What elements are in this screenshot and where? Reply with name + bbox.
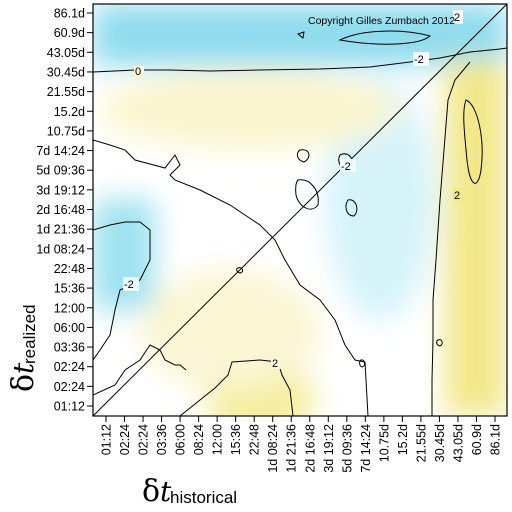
y-tick-label: 7d 14:24: [36, 144, 85, 158]
x-tick-label: 7d 14:24: [359, 424, 373, 473]
contour-mid-small-1: [296, 149, 310, 163]
contour-right-vertical: [431, 61, 471, 416]
color-field: [93, 4, 507, 416]
svg-text:t: t: [7, 362, 40, 374]
y-tick-label: 02:24: [54, 360, 85, 374]
contour-labels: -2 2 -2 2 2 -2 0: [123, 10, 463, 370]
svg-text:t: t: [160, 475, 172, 508]
contour-label: 2: [454, 12, 460, 24]
x-tick-label: 02:24: [137, 424, 151, 455]
y-tick-label: 03:36: [54, 341, 85, 355]
y-tick-label: 06:00: [54, 321, 85, 335]
y-tick-label: 1d 21:36: [36, 223, 85, 237]
x-tick-label: 10.75d: [377, 424, 391, 462]
y-tick-label: 21.55d: [47, 85, 85, 99]
x-tick-label: 12:00: [211, 424, 225, 455]
contour-dot-2: [436, 339, 443, 347]
x-tick-label: 30.45d: [433, 424, 447, 462]
diagonal-line: [92, 3, 508, 417]
contour-mid-small-4: [295, 179, 319, 210]
y-axis: 01:12 02:24 02:24 03:36 06:00 12:00 15:36 22:48…: [36, 7, 93, 414]
contour-bottom: [93, 344, 187, 396]
x-tick-label: 86.1d: [489, 424, 503, 455]
svg-text:δ: δ: [142, 474, 160, 509]
x-tick-label: 03:36: [155, 424, 169, 455]
field-lower-yellow: [140, 270, 320, 390]
y-tick-label: 3d 19:12: [36, 183, 85, 197]
x-tick-label: 2d 16:48: [303, 424, 317, 473]
contour-top-line: [93, 47, 507, 73]
y-tick-label: 1d 08:24: [36, 242, 85, 256]
y-tick-label: 43.05d: [47, 46, 85, 60]
y-tick-label: 15.2d: [54, 105, 85, 119]
y-tick-label: 02:24: [54, 380, 85, 394]
x-tick-label: 08:24: [192, 424, 206, 455]
y-tick-label: 5d 09:36: [36, 164, 85, 178]
x-tick-label: 15:36: [229, 424, 243, 455]
field-upper-yellow: [100, 70, 400, 150]
contour-label: -2: [341, 161, 351, 173]
x-tick-label: 3d 19:12: [322, 424, 336, 473]
y-axis-title: δ t realized: [6, 304, 41, 392]
x-tick-label: 1d 21:36: [285, 424, 299, 473]
contour-left: [93, 221, 151, 361]
contour-label: 0: [135, 66, 141, 78]
y-tick-label: 2d 16:48: [36, 203, 85, 217]
y-tick-label: 10.75d: [47, 124, 85, 138]
x-tick-label: 21.55d: [414, 424, 428, 462]
y-tick-label: 60.9d: [54, 26, 85, 40]
x-tick-label: 15.2d: [396, 424, 410, 455]
contour-right-loop: [463, 99, 483, 184]
y-tick-label: 30.45d: [47, 65, 85, 79]
contour-lines: [93, 30, 507, 416]
contour-label: 2: [454, 190, 460, 202]
x-tick-label: 01:12: [100, 424, 114, 455]
field-left-cyan: [93, 200, 155, 310]
x-axis: 01:12 02:24 02:24 03:36 06:00 08:24 12:00 15:36…: [100, 416, 503, 473]
x-tick-label: 06:00: [174, 424, 188, 455]
contour-label: -2: [414, 54, 424, 66]
y-tick-label: 01:12: [54, 400, 85, 414]
contour-mid-small-3: [345, 199, 358, 217]
x-tick-label: 22:48: [248, 424, 262, 455]
contour-middle: [93, 139, 369, 416]
y-tick-label: 15:36: [54, 282, 85, 296]
svg-text:realized: realized: [20, 304, 39, 364]
y-tick-label: 22:48: [54, 262, 85, 276]
field-right-yellow: [445, 60, 507, 416]
field-center-cyan: [325, 80, 435, 320]
contour-label: -2: [124, 279, 134, 291]
svg-text:δ: δ: [6, 374, 41, 392]
contour-top-small: [296, 31, 305, 39]
x-tick-label: 43.05d: [451, 424, 465, 462]
contour-bottom-mound: [179, 359, 294, 416]
y-tick-label: 86.1d: [54, 7, 85, 21]
x-axis-title: δ t historical: [142, 474, 237, 509]
copyright-text: Copyright Gilles Zumbach 2012: [308, 15, 455, 27]
y-tick-label: 12:00: [54, 301, 85, 315]
contour-label: 2: [272, 358, 278, 370]
contour-top-loop: [338, 30, 432, 45]
x-tick-label: 5d 09:36: [340, 424, 354, 473]
contour-dot-3: [359, 359, 365, 368]
x-tick-label: 1d 08:24: [266, 424, 280, 473]
x-tick-label: 02:24: [118, 424, 132, 455]
x-tick-label: 60.9d: [470, 424, 484, 455]
svg-text:historical: historical: [170, 488, 237, 507]
